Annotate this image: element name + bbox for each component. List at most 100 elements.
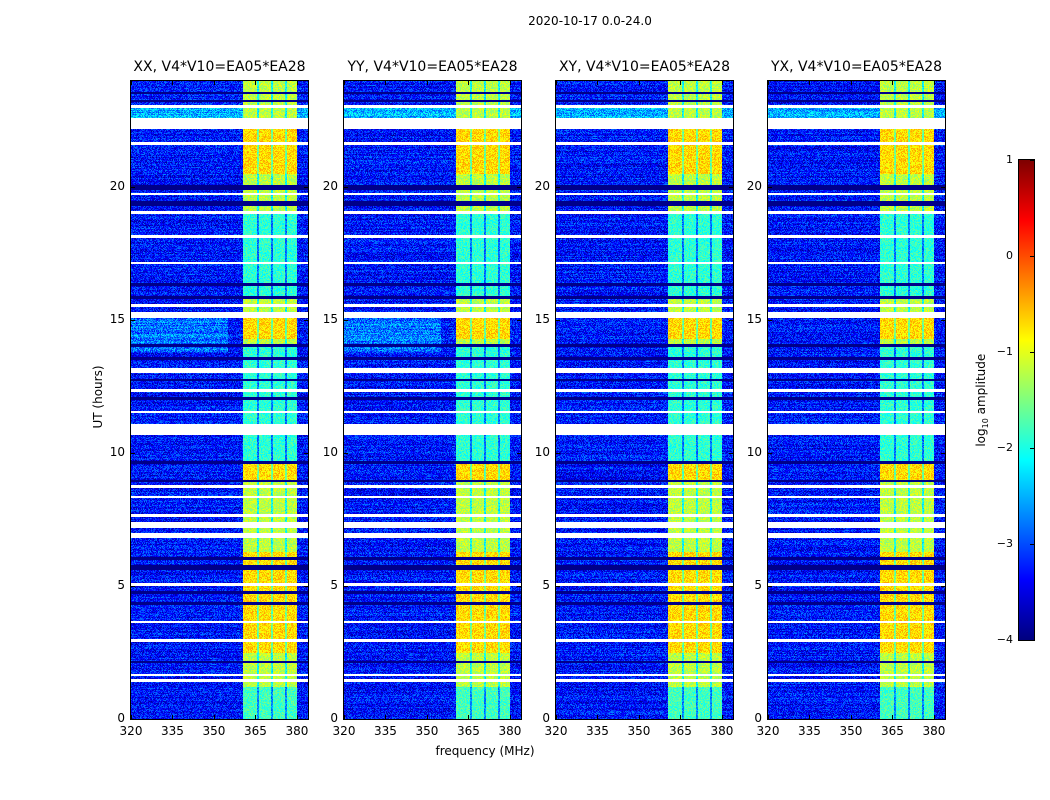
x-tick-mark [556,715,557,719]
x-tick-label: 380 [922,724,946,738]
colorbar-label: log10 amplitude [974,350,990,450]
figure-title: 2020-10-17 0.0-24.0 [528,14,652,28]
y-tick-mark [304,320,308,322]
x-tick-mark [721,81,723,85]
x-tick-mark [213,715,215,719]
y-tick-label: 20 [322,179,338,194]
x-tick-mark [892,715,894,719]
x-tick-mark [509,715,511,719]
colorbar-tick-label: −4 [996,633,1013,646]
colorbar-tick-label: −2 [996,441,1013,454]
y-tick-label: 10 [109,445,125,460]
colorbar-tick-label: 1 [1006,153,1013,166]
y-tick-label: 15 [746,312,762,327]
y-tick-label: 15 [109,312,125,327]
x-tick-mark [344,715,345,719]
x-tick-mark [426,715,428,719]
y-tick-mark [941,453,945,455]
x-tick-mark [721,715,723,719]
x-tick-mark [638,81,640,85]
y-tick-mark [344,453,348,455]
y-tick-mark [131,320,135,322]
y-tick-mark [517,187,521,189]
y-tick-mark [768,187,772,189]
waterfall-panel-1[interactable] [130,80,309,720]
x-tick-label: 335 [586,724,609,738]
x-tick-label: 320 [332,724,356,738]
x-tick-mark [933,81,935,85]
x-tick-mark [680,715,682,719]
y-tick-label: 0 [754,711,762,725]
x-tick-mark [768,715,769,719]
x-tick-label: 335 [374,724,397,738]
y-tick-label: 15 [534,312,550,327]
colorbar-tick-mark [1030,544,1034,545]
heatmap-image [344,81,521,719]
x-tick-mark [933,715,935,719]
x-tick-label: 320 [119,724,143,738]
x-tick-mark [296,81,298,85]
x-tick-mark [255,715,257,719]
y-tick-mark [556,187,560,189]
y-tick-mark [729,453,733,455]
x-tick-mark [131,81,132,85]
waterfall-panel-4[interactable] [767,80,946,720]
colorbar-label-part: 10 [981,418,991,429]
y-tick-mark [131,453,135,455]
x-tick-label: 365 [457,724,480,738]
y-axis-label: UT (hours) [91,365,105,429]
y-tick-label: 10 [746,445,762,460]
y-tick-mark [344,586,348,588]
x-tick-mark [131,715,132,719]
heatmap-image [768,81,945,719]
colorbar-tick-label: 0 [1006,249,1013,262]
x-tick-mark [344,81,345,85]
x-tick-label: 365 [669,724,692,738]
x-tick-mark [597,81,599,85]
waterfall-panel-3[interactable] [555,80,734,720]
panel-title: YX, V4*V10=EA05*EA28 [770,59,943,75]
x-tick-label: 350 [627,724,651,738]
x-tick-mark [172,81,174,85]
colorbar-tick-mark [1030,448,1034,449]
y-tick-mark [941,187,945,189]
x-tick-mark [556,81,557,85]
y-tick-mark [941,719,945,720]
x-tick-mark [850,81,852,85]
colorbar [1018,159,1035,641]
colorbar-label-part: amplitude [973,353,988,419]
y-tick-mark [131,586,135,588]
y-tick-mark [556,320,560,322]
y-tick-mark [768,586,772,588]
x-tick-label: 380 [285,724,309,738]
y-tick-label: 5 [330,578,338,593]
x-tick-label: 335 [798,724,821,738]
colorbar-gradient [1019,160,1034,640]
x-tick-mark [892,81,894,85]
x-tick-mark [509,81,511,85]
y-tick-label: 5 [754,578,762,593]
x-tick-mark [468,81,470,85]
y-tick-mark [131,187,135,189]
waterfall-panel-2[interactable] [343,80,522,720]
y-tick-mark [729,586,733,588]
y-tick-mark [304,719,308,720]
y-tick-label: 5 [117,578,125,593]
y-tick-mark [517,320,521,322]
y-tick-mark [729,187,733,189]
y-tick-mark [131,719,135,720]
y-tick-mark [344,719,348,720]
y-tick-label: 20 [109,179,125,194]
y-tick-label: 0 [117,711,125,725]
y-tick-mark [941,586,945,588]
colorbar-tick-label: −1 [996,345,1013,358]
y-tick-label: 5 [542,578,550,593]
y-tick-mark [517,586,521,588]
x-tick-label: 350 [415,724,439,738]
heatmap-image [556,81,733,719]
y-tick-mark [304,187,308,189]
x-tick-mark [468,715,470,719]
y-tick-mark [304,586,308,588]
y-tick-mark [556,453,560,455]
y-tick-mark [729,320,733,322]
